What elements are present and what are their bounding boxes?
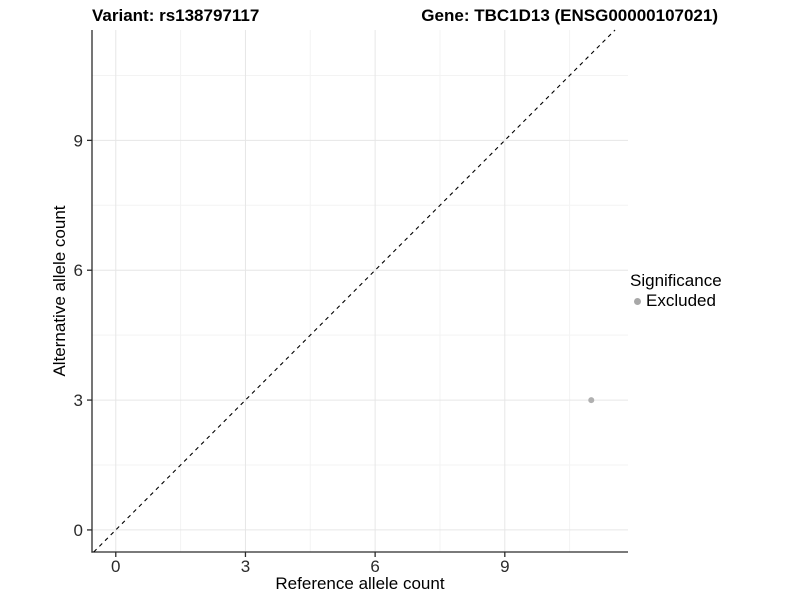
x-tick-label: 9: [500, 557, 509, 576]
x-tick-label: 6: [370, 557, 379, 576]
legend: Significance Excluded: [628, 271, 722, 311]
y-tick-label: 0: [74, 521, 83, 540]
x-tick-label: 3: [241, 557, 250, 576]
x-axis-title: Reference allele count: [275, 574, 445, 593]
identity-dashed-line: [93, 29, 616, 553]
legend-dot-icon: [634, 297, 641, 305]
y-tick-label: 3: [74, 391, 83, 410]
plot-title-row: Variant: rs138797117 Gene: TBC1D13 (ENSG…: [92, 6, 718, 26]
data-point: [588, 397, 595, 404]
title-variant: Variant: rs138797117: [92, 6, 260, 25]
legend-item-label: Excluded: [646, 291, 716, 310]
title-gene: Gene: TBC1D13 (ENSG00000107021): [421, 6, 718, 25]
x-tick-label: 0: [111, 557, 120, 576]
y-tick-label: 6: [74, 261, 83, 280]
legend-title: Significance: [630, 271, 722, 290]
y-tick-label: 9: [74, 131, 83, 150]
legend-item-excluded: Excluded: [634, 291, 722, 311]
y-axis-title: Alternative allele count: [50, 205, 69, 377]
